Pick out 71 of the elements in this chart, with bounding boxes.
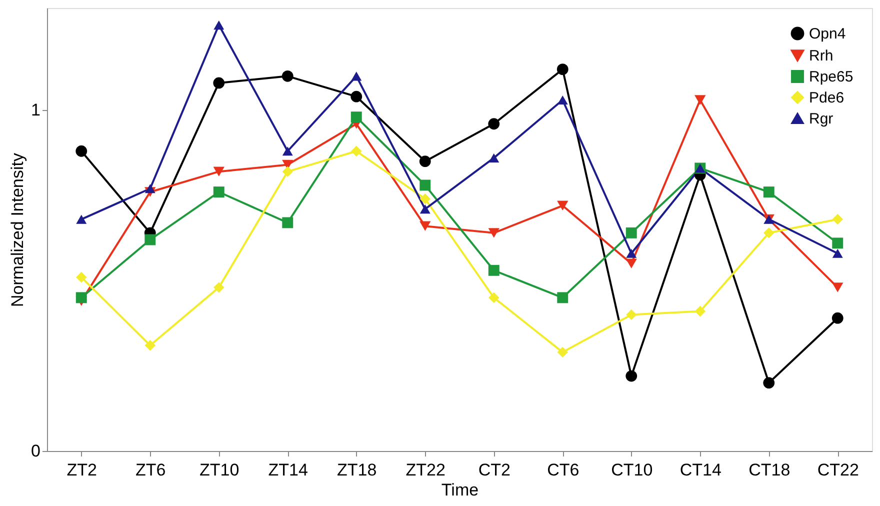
point (626, 248, 637, 258)
point (282, 217, 294, 228)
point (694, 95, 706, 105)
point (214, 282, 224, 293)
x-tick-label: ZT10 (200, 460, 240, 480)
point (420, 204, 430, 214)
x-tick-label: CT14 (680, 460, 722, 480)
x-axis-title: Time (441, 480, 479, 500)
point (832, 214, 843, 225)
point (282, 70, 294, 82)
point (556, 64, 568, 76)
x-tick-label: CT10 (611, 460, 653, 480)
point (626, 227, 637, 238)
y-tick-label: 0 (31, 442, 40, 460)
point (144, 184, 156, 194)
legend-label: Rpe65 (809, 68, 854, 86)
point (76, 145, 88, 157)
legend-label: Rrh (809, 48, 834, 64)
point (557, 346, 568, 358)
point (763, 377, 775, 389)
point (557, 200, 568, 210)
point (832, 238, 844, 249)
point (282, 166, 293, 177)
point (488, 153, 500, 162)
point (144, 234, 156, 246)
point (832, 312, 844, 324)
point (626, 370, 638, 382)
point (764, 228, 774, 238)
point (626, 258, 637, 268)
legend-label: Rgr (809, 110, 834, 128)
point (626, 309, 637, 320)
legend-label: Pde6 (809, 90, 844, 106)
point (76, 214, 87, 224)
point (420, 221, 431, 231)
x-tick-label: CT22 (817, 460, 859, 480)
point (282, 146, 293, 156)
point (213, 77, 225, 89)
point (419, 156, 431, 168)
y-tick-label: 1 (31, 100, 40, 120)
x-tick-label: ZT6 (136, 460, 166, 480)
x-tick-label: ZT18 (337, 460, 377, 480)
point (350, 112, 362, 123)
y-axis-title: Normalized Intensity (8, 152, 28, 308)
point (213, 186, 224, 198)
point (76, 292, 87, 304)
point (76, 272, 87, 283)
point (488, 292, 500, 304)
legend-label: Opn4 (809, 26, 846, 42)
x-tick-label: CT2 (478, 460, 510, 480)
point (694, 306, 706, 317)
x-tick-label: ZT2 (66, 460, 97, 480)
point (832, 248, 843, 258)
point (557, 95, 568, 105)
x-tick-label: ZT22 (406, 460, 446, 480)
point (488, 264, 500, 276)
point (214, 20, 224, 30)
x-tick-label: CT18 (748, 460, 790, 480)
point (557, 292, 568, 304)
point (350, 90, 362, 102)
point (763, 186, 774, 198)
x-tick-label: CT6 (547, 460, 580, 480)
point (420, 193, 430, 204)
point (420, 180, 431, 191)
point (488, 118, 500, 130)
point (213, 166, 224, 176)
point (488, 228, 500, 238)
x-tick-label: ZT14 (268, 460, 308, 480)
point (351, 146, 362, 156)
point (832, 282, 844, 292)
point (351, 72, 362, 81)
point (144, 340, 156, 351)
